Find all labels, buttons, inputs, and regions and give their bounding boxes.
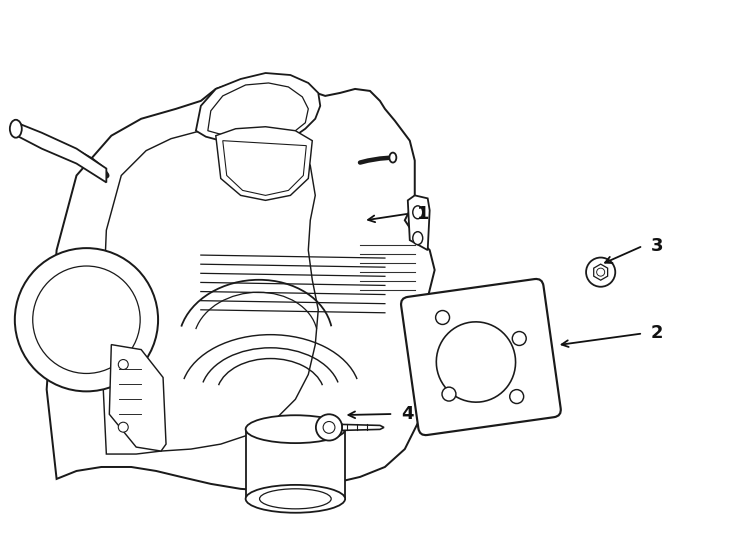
- Ellipse shape: [413, 206, 423, 219]
- Circle shape: [118, 422, 128, 432]
- Circle shape: [442, 387, 456, 401]
- Ellipse shape: [246, 485, 345, 513]
- Ellipse shape: [436, 322, 515, 402]
- Circle shape: [33, 266, 140, 374]
- Circle shape: [435, 310, 449, 325]
- Circle shape: [512, 332, 526, 346]
- Polygon shape: [216, 127, 312, 200]
- Polygon shape: [342, 424, 384, 430]
- Polygon shape: [246, 429, 345, 499]
- Polygon shape: [196, 73, 320, 144]
- Circle shape: [586, 258, 615, 287]
- Ellipse shape: [10, 120, 22, 138]
- Text: 3: 3: [651, 237, 664, 255]
- Circle shape: [323, 422, 335, 433]
- Circle shape: [509, 389, 523, 403]
- Polygon shape: [109, 345, 166, 451]
- Ellipse shape: [413, 232, 423, 245]
- Polygon shape: [101, 127, 319, 454]
- Ellipse shape: [246, 415, 345, 443]
- Polygon shape: [222, 140, 306, 195]
- Ellipse shape: [260, 489, 331, 509]
- Polygon shape: [408, 195, 429, 250]
- Ellipse shape: [389, 153, 396, 163]
- FancyBboxPatch shape: [401, 279, 561, 435]
- Circle shape: [316, 414, 342, 441]
- Ellipse shape: [429, 302, 436, 312]
- Text: 2: 2: [651, 325, 664, 342]
- Circle shape: [597, 268, 605, 276]
- Polygon shape: [594, 264, 608, 280]
- Polygon shape: [17, 123, 106, 183]
- Circle shape: [118, 360, 128, 369]
- Text: 4: 4: [401, 405, 414, 423]
- Polygon shape: [47, 79, 435, 491]
- Polygon shape: [208, 83, 308, 139]
- Circle shape: [15, 248, 158, 392]
- Text: 1: 1: [418, 205, 430, 222]
